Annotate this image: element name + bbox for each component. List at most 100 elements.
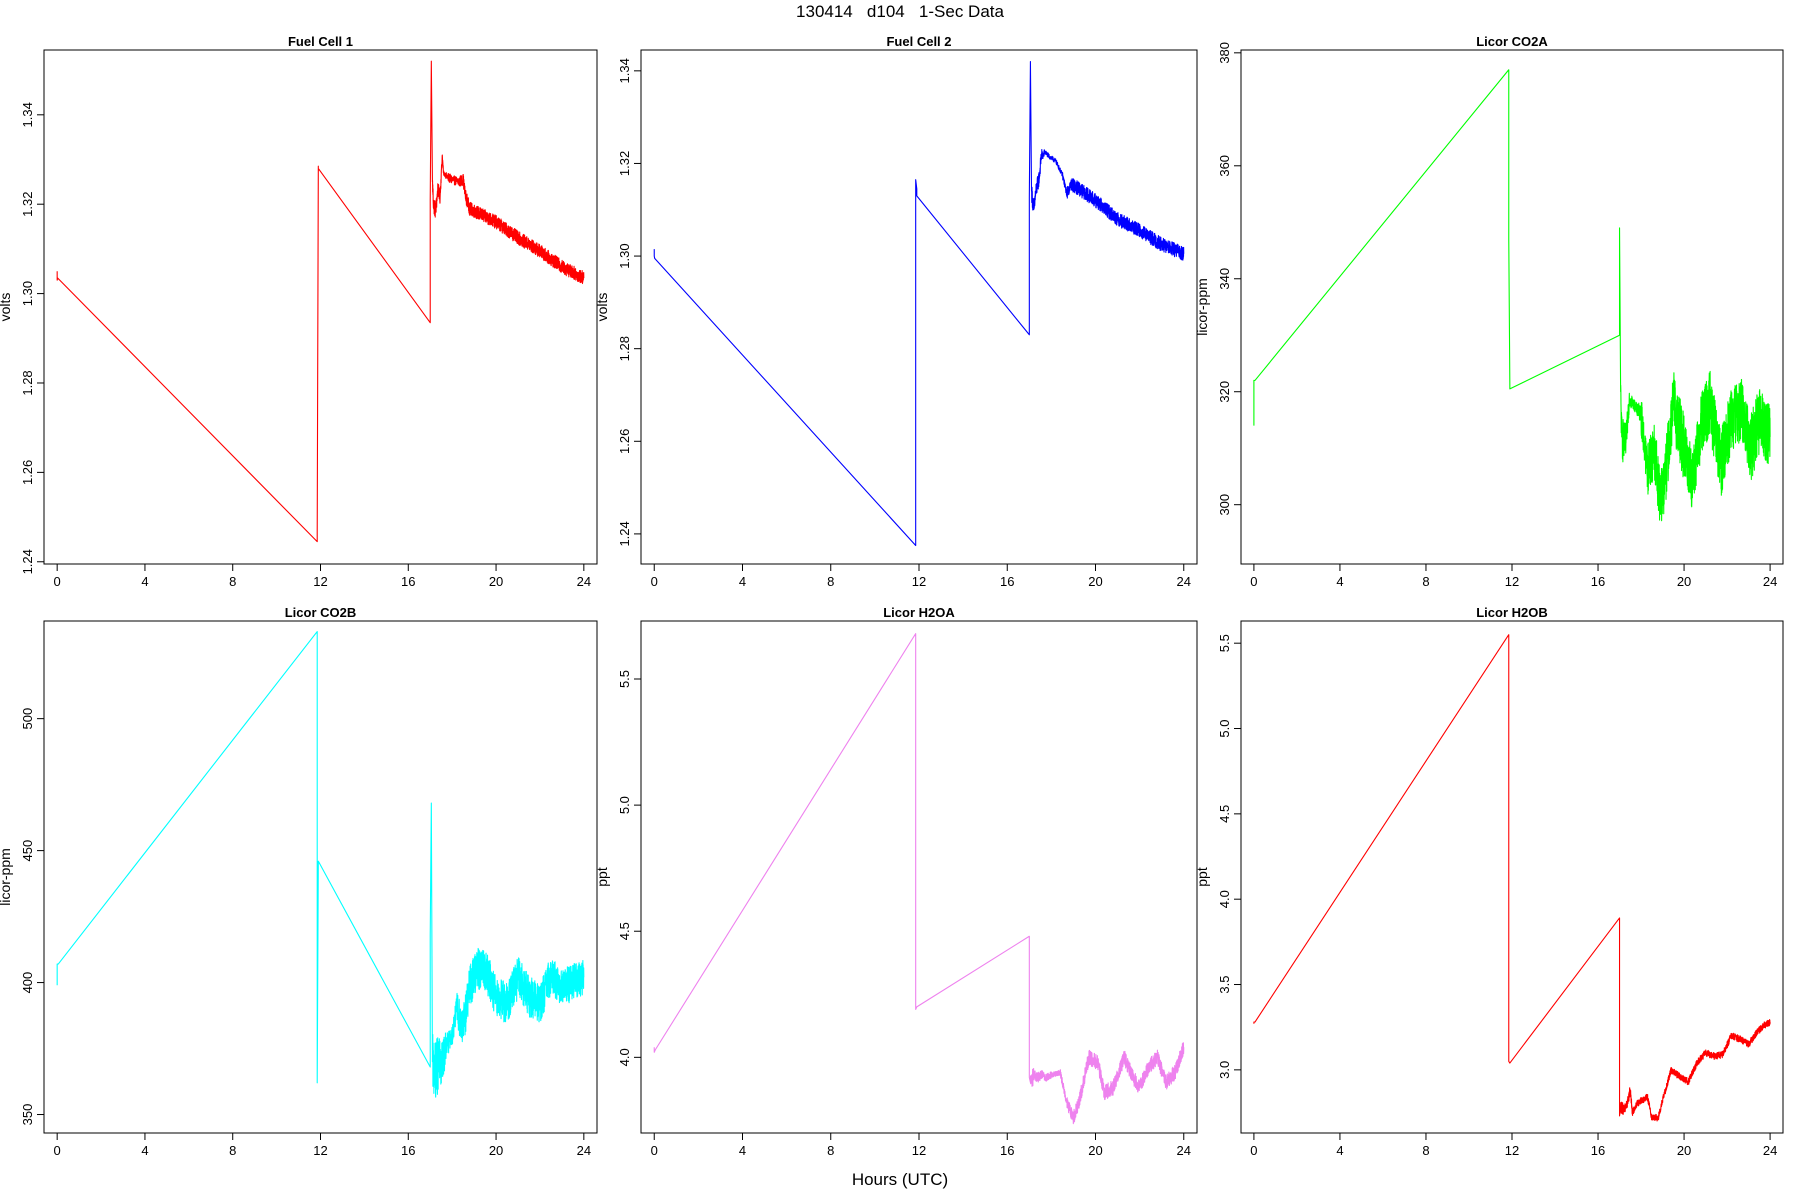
y-tick-label: 1.24 (617, 521, 632, 546)
chart-title: Licor H2OA (883, 605, 955, 620)
x-tick-label: 16 (1591, 1143, 1605, 1158)
x-tick-label: 4 (739, 574, 746, 589)
y-tick-label: 340 (1217, 268, 1232, 290)
y-tick-label: 1.34 (617, 58, 632, 83)
y-tick-label: 1.24 (20, 549, 35, 574)
y-tick-label: 1.30 (617, 243, 632, 268)
chart-title: Licor CO2B (285, 605, 357, 620)
x-tick-label: 12 (1505, 574, 1519, 589)
y-tick-label: 360 (1217, 155, 1232, 177)
x-tick-label: 20 (1677, 574, 1691, 589)
panel-5: Licor H2OA ppt 0 4 8 12 16 20 24 4.0 4.5 5.0 5.5 (594, 605, 1198, 1158)
plot-frame (43, 620, 598, 1134)
y-tick-label: 5.5 (617, 670, 632, 688)
series-line (56, 631, 585, 1098)
y-tick-label: 350 (20, 1104, 35, 1126)
y-tick-label: 5.0 (617, 796, 632, 814)
plot-frame (640, 49, 1198, 565)
x-tick-label: 4 (1336, 1143, 1343, 1158)
y-axis-label: volts (0, 293, 13, 322)
x-tick-label: 24 (1177, 1143, 1191, 1158)
x-tick-label: 16 (1591, 574, 1605, 589)
x-tick-label: 0 (1250, 574, 1257, 589)
y-tick-label: 4.0 (617, 1048, 632, 1066)
y-tick-label: 4.5 (617, 922, 632, 940)
chart-title: Licor H2OB (1476, 605, 1548, 620)
x-tick-label: 4 (141, 574, 148, 589)
x-tick-label: 16 (1000, 574, 1014, 589)
y-tick-label: 320 (1217, 381, 1232, 403)
x-tick-label: 24 (577, 1143, 591, 1158)
plot-frame (43, 49, 598, 565)
y-tick-label: 300 (1217, 494, 1232, 516)
panel-4: Licor CO2B licor-ppm 0 4 8 12 16 20 24 350 400 450 5… (0, 605, 598, 1158)
x-tick-label: 16 (401, 1143, 415, 1158)
y-tick-label: 450 (20, 840, 35, 862)
y-axis-label: licor-ppm (0, 848, 13, 906)
x-tick-label: 4 (1336, 574, 1343, 589)
plot-frame (640, 620, 1198, 1134)
chart-title: Fuel Cell 1 (288, 34, 353, 49)
y-tick-label: 1.30 (20, 281, 35, 306)
x-tick-label: 16 (401, 574, 415, 589)
x-tick-label: 20 (489, 574, 503, 589)
x-tick-label: 8 (229, 1143, 236, 1158)
x-tick-label: 12 (912, 574, 926, 589)
x-tick-label: 4 (739, 1143, 746, 1158)
y-tick-label: 4.0 (1217, 890, 1232, 908)
y-tick-label: 3.0 (1217, 1061, 1232, 1079)
x-tick-label: 0 (651, 1143, 658, 1158)
y-tick-label: 5.5 (1217, 634, 1232, 652)
x-tick-label: 12 (1505, 1143, 1519, 1158)
x-tick-label: 20 (489, 1143, 503, 1158)
y-tick-label: 500 (20, 708, 35, 730)
x-tick-label: 20 (1677, 1143, 1691, 1158)
y-tick-label: 1.28 (617, 336, 632, 361)
x-tick-label: 12 (313, 1143, 327, 1158)
plot-frame (1240, 49, 1784, 565)
y-axis-label: licor-ppm (1194, 278, 1210, 336)
x-tick-label: 0 (54, 1143, 61, 1158)
series-line (1253, 634, 1771, 1122)
page-title: 130414 d104 1-Sec Data (796, 2, 1004, 21)
series-line (56, 60, 585, 543)
x-tick-label: 8 (1422, 1143, 1429, 1158)
x-tick-label: 24 (1177, 574, 1191, 589)
x-tick-label: 0 (651, 574, 658, 589)
chart-title: Fuel Cell 2 (886, 34, 951, 49)
x-tick-label: 12 (313, 574, 327, 589)
y-axis-label: ppt (594, 867, 610, 887)
series-line (653, 61, 1185, 547)
x-axis-label: Hours (UTC) (851, 1170, 949, 1189)
x-tick-label: 8 (229, 574, 236, 589)
y-tick-label: 3.5 (1217, 975, 1232, 993)
y-axis-label: volts (594, 293, 610, 322)
x-tick-label: 24 (577, 574, 591, 589)
y-axis-label: ppt (1194, 867, 1210, 887)
y-tick-label: 400 (20, 972, 35, 994)
panel-3: Licor CO2A licor-ppm 0 4 8 12 16 20 24 300 320 340 3… (1194, 34, 1784, 589)
y-tick-label: 1.28 (20, 370, 35, 395)
x-tick-label: 20 (1088, 1143, 1102, 1158)
x-tick-label: 4 (141, 1143, 148, 1158)
series-line (653, 633, 1185, 1125)
y-tick-label: 380 (1217, 42, 1232, 64)
panel-6: Licor H2OB ppt 0 4 8 12 16 20 24 3.0 3.5 4.0 4.5 5.0 5… (1194, 605, 1784, 1158)
x-tick-label: 24 (1763, 574, 1777, 589)
y-tick-label: 4.5 (1217, 805, 1232, 823)
x-tick-label: 8 (827, 1143, 834, 1158)
x-tick-label: 24 (1763, 1143, 1777, 1158)
x-tick-label: 8 (827, 574, 834, 589)
x-tick-label: 0 (1250, 1143, 1257, 1158)
y-tick-label: 1.26 (20, 460, 35, 485)
x-tick-label: 20 (1088, 574, 1102, 589)
y-tick-label: 1.32 (20, 192, 35, 217)
panel-2: Fuel Cell 2 volts 0 4 8 12 16 20 24 1.24 1.26 1.28 1… (594, 34, 1198, 589)
panel-1: Fuel Cell 1 volts 0 4 8 12 16 20 24 1.24 1.26 1.28 1… (0, 34, 598, 589)
series-line (1253, 69, 1771, 522)
y-tick-label: 1.26 (617, 429, 632, 454)
x-tick-label: 12 (912, 1143, 926, 1158)
x-tick-label: 8 (1422, 574, 1429, 589)
x-tick-label: 16 (1000, 1143, 1014, 1158)
